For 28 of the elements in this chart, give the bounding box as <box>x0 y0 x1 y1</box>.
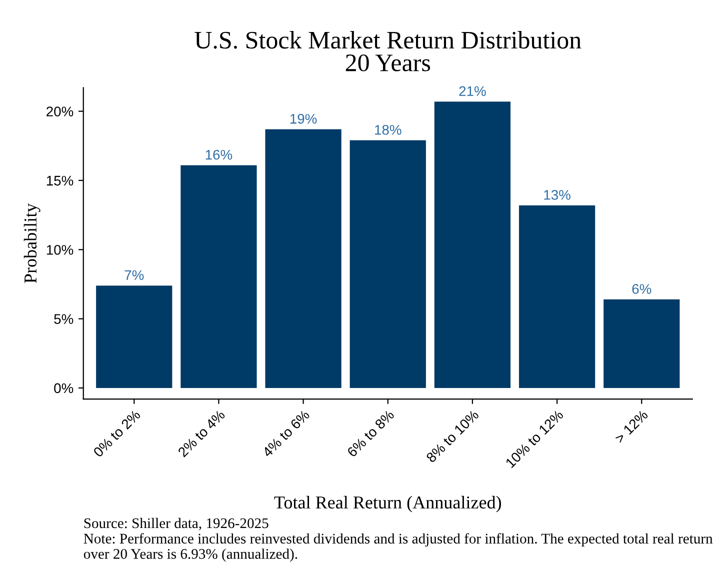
data-label: 6% <box>632 284 652 294</box>
bar <box>350 140 426 388</box>
data-label: 13% <box>544 190 570 200</box>
data-label: 18% <box>375 124 402 135</box>
y-tick-label: 15% <box>46 176 74 186</box>
data-label: 7% <box>124 270 144 280</box>
y-tick-label: 20% <box>46 106 74 116</box>
y-tick-label: 5% <box>54 314 74 324</box>
y-tick-label: 10% <box>46 244 74 255</box>
source-note: Source: Shiller data, 1926-2025 <box>84 518 268 530</box>
data-label: 21% <box>459 86 486 96</box>
x-tick-label: 4% to 6% <box>262 409 310 458</box>
text: Note: Performance includes reinvested dividends and is adjusted for inflation. The expected total real return over 20 Years is 6.93% (annualized). <box>84 533 713 562</box>
x-tick-label: 0% to 2% <box>92 409 141 458</box>
y-axis-title: Probability <box>24 203 40 283</box>
chart-title: U.S. Stock Market Return Distribution 20 Years <box>194 31 582 72</box>
bar <box>518 205 596 388</box>
x-tick-label: 6% to 8% <box>346 409 395 458</box>
bar <box>265 129 342 388</box>
bar <box>180 165 257 388</box>
x-tick-label: 2% to 4% <box>177 409 226 458</box>
data-label: 16% <box>206 150 232 160</box>
data-label: 19% <box>290 114 317 124</box>
bar <box>96 286 172 388</box>
bar <box>604 299 680 388</box>
x-axis-title: Total Real Return (Annualized) <box>274 496 502 512</box>
y-tick-label: 0% <box>54 383 74 394</box>
bar <box>434 102 511 388</box>
